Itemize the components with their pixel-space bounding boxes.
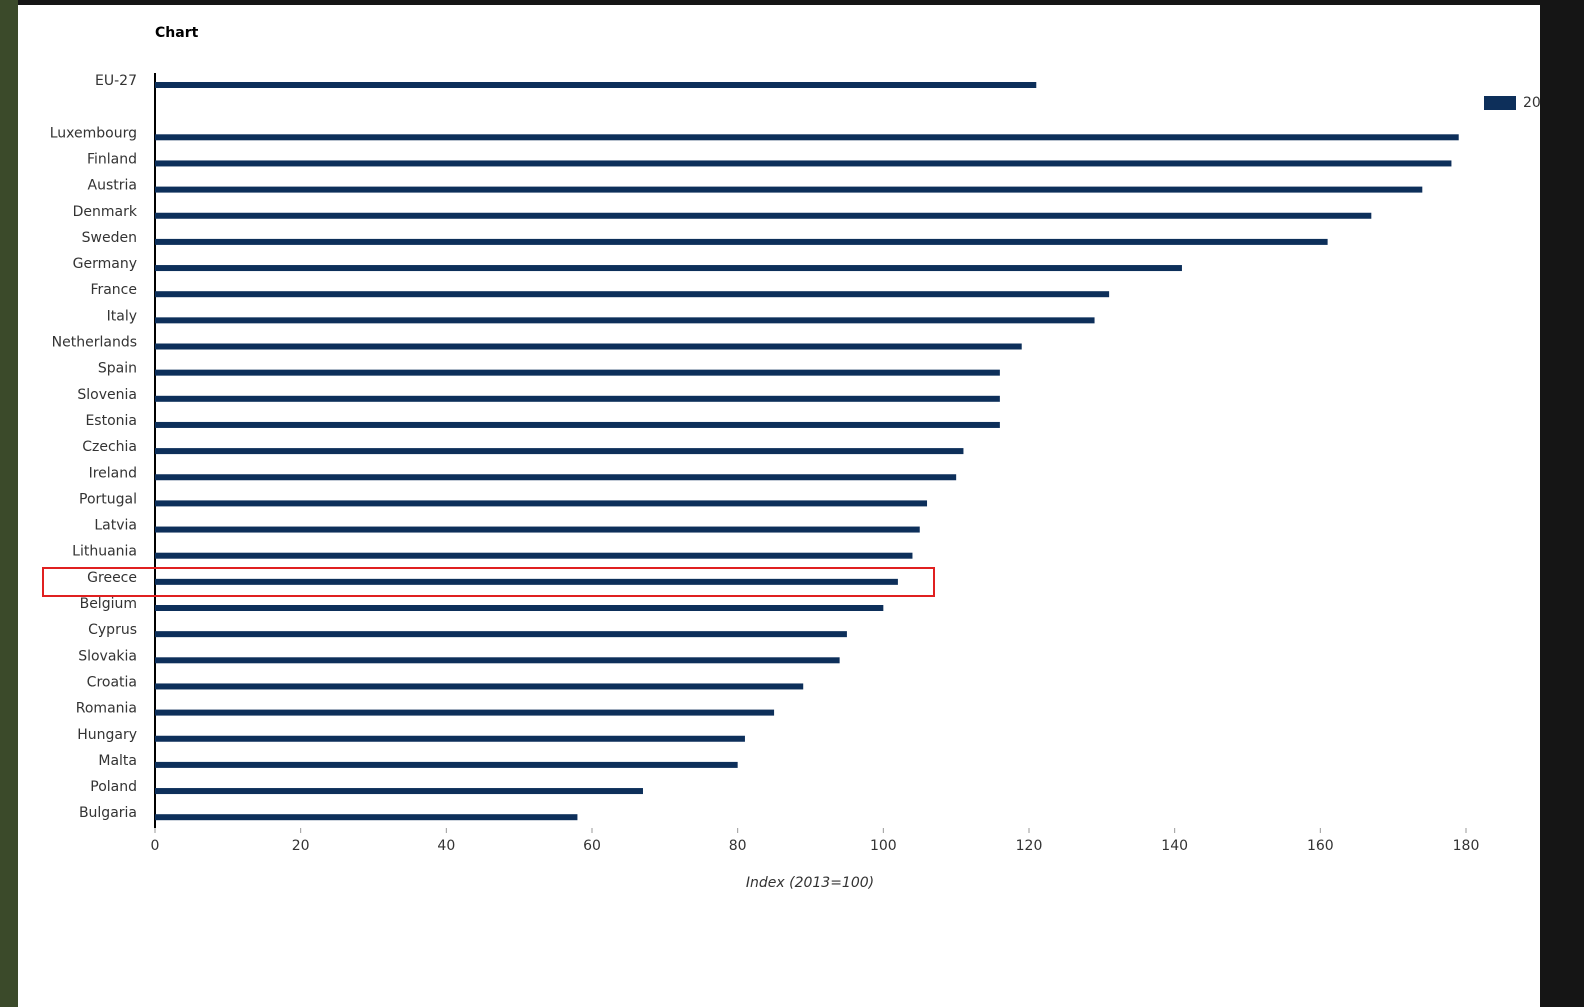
bar: [155, 474, 957, 481]
bar: [155, 788, 643, 795]
y-tick-label: Luxembourg: [50, 125, 137, 141]
bar: [155, 134, 1459, 141]
y-tick-label: Bulgaria: [79, 805, 137, 821]
x-tick-label: 60: [583, 838, 601, 854]
bar: [155, 369, 1000, 376]
y-tick-label: EU-27: [95, 73, 137, 89]
bar: [155, 160, 1452, 167]
bar: [155, 578, 898, 585]
chart-title: Chart: [155, 25, 199, 41]
x-tick-label: 0: [151, 838, 160, 854]
x-tick-label: 120: [1016, 838, 1043, 854]
bar: [155, 552, 913, 559]
x-tick-label: 140: [1161, 838, 1188, 854]
y-tick-label: Romania: [76, 701, 137, 717]
y-tick-label: Germany: [73, 256, 137, 272]
x-tick-label: 180: [1453, 838, 1480, 854]
y-tick-label: Hungary: [77, 727, 137, 743]
legend-label: 2022: [1523, 95, 1540, 111]
y-tick-label: Lithuania: [72, 544, 137, 560]
y-tick-label: Italy: [107, 308, 137, 324]
y-tick-label: Croatia: [87, 674, 137, 690]
y-tick-label: Poland: [90, 779, 137, 795]
y-tick-label: Denmark: [73, 204, 138, 220]
bar: [155, 186, 1423, 193]
chart-panel: Chart Index (2013=100) 0 20 40 60 80 100 120 14…: [18, 5, 1540, 1007]
legend-swatch: [1484, 96, 1516, 110]
x-tick-label: 80: [729, 838, 747, 854]
bar: [155, 317, 1095, 324]
y-tick-label: Belgium: [80, 596, 137, 612]
bar: [155, 709, 775, 716]
y-tick-label: Portugal: [79, 491, 137, 507]
x-axis-label: Index (2013=100): [746, 875, 874, 891]
y-tick-label: Malta: [98, 753, 137, 769]
y-tick-label: Sweden: [82, 230, 137, 246]
highlight-box: [42, 567, 935, 597]
x-tick-label: 40: [437, 838, 455, 854]
chart: Chart Index (2013=100) 0 20 40 60 80 100 120 14…: [42, 25, 1540, 891]
y-tick-label: Slovenia: [77, 387, 137, 403]
bar: [155, 343, 1022, 350]
y-tick-label: Greece: [87, 570, 137, 586]
y-tick-label: Austria: [88, 178, 137, 194]
y-tick-label: Czechia: [82, 439, 137, 455]
bar: [155, 265, 1182, 272]
x-tick-label: 160: [1307, 838, 1334, 854]
y-tick-label: Spain: [98, 361, 137, 377]
bar: [155, 761, 738, 768]
bar: [155, 526, 920, 533]
bar: [155, 631, 847, 638]
y-tick-label: Ireland: [89, 465, 137, 481]
y-tick-label: Latvia: [94, 518, 137, 534]
y-tick-label: Slovakia: [78, 648, 137, 664]
bar: [155, 395, 1000, 402]
bar: [155, 82, 1037, 88]
y-tick-label: France: [90, 282, 137, 298]
x-tick-label: 100: [870, 838, 897, 854]
bar: [155, 421, 1000, 428]
y-tick-label: Estonia: [85, 413, 137, 429]
bar: [155, 657, 840, 664]
bar: [155, 814, 578, 821]
bar: [155, 291, 1110, 298]
bar: [155, 683, 804, 690]
y-tick-label: Netherlands: [52, 335, 137, 351]
y-tick-label: Cyprus: [88, 622, 137, 638]
y-tick-label: Finland: [87, 151, 137, 167]
bar: [155, 605, 884, 611]
bar: [155, 500, 928, 507]
bar: [155, 735, 745, 742]
bar: [155, 212, 1372, 219]
bar: [155, 448, 964, 455]
bar: [155, 238, 1328, 245]
x-tick-label: 20: [292, 838, 310, 854]
